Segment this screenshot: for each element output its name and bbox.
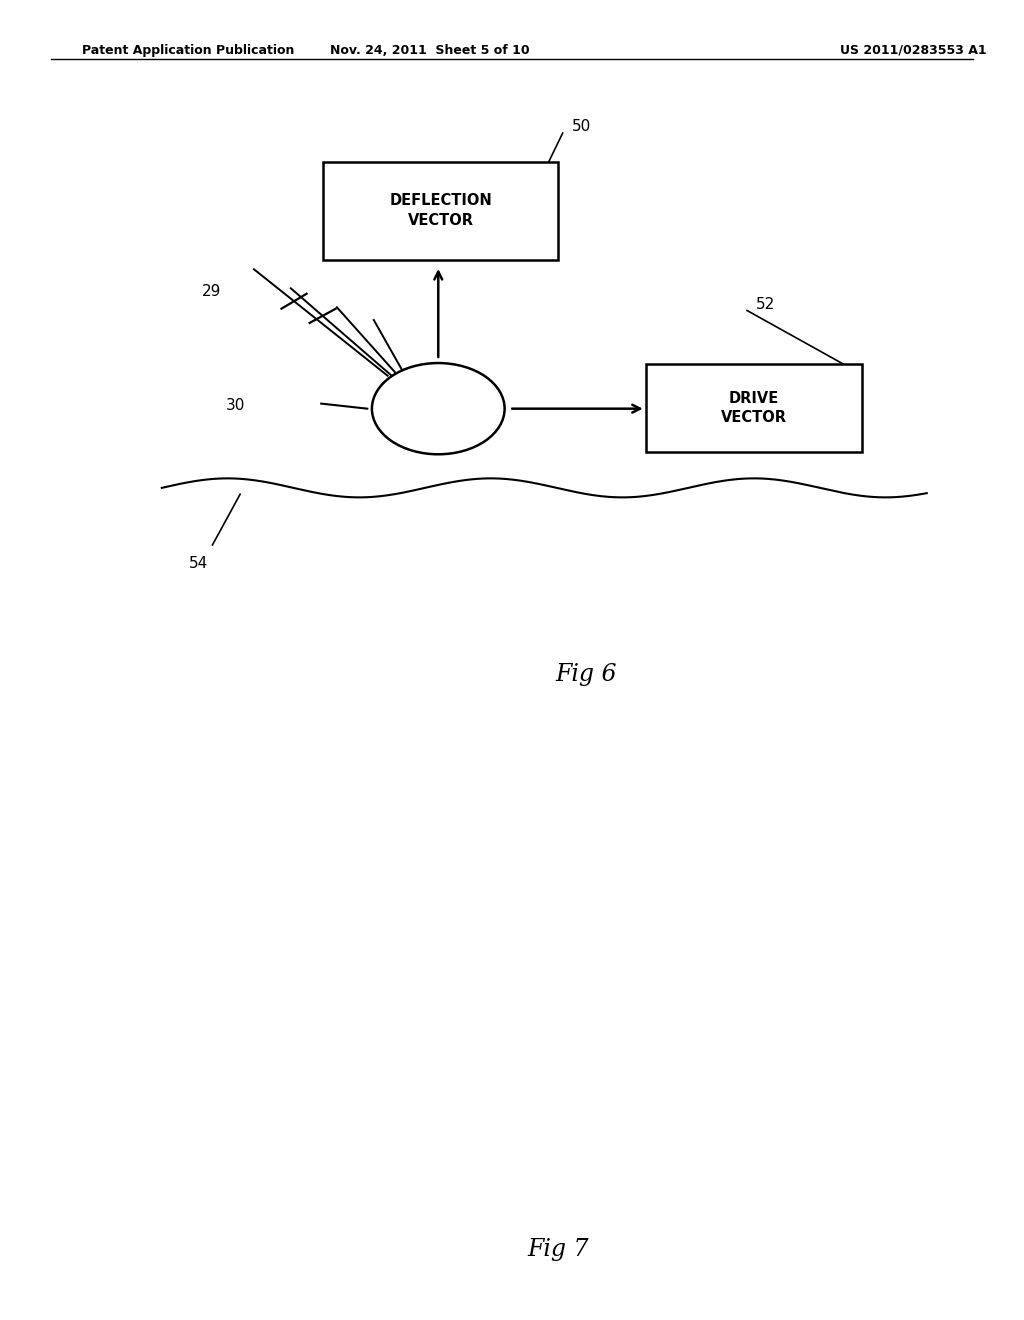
Bar [646, 364, 862, 451]
Bar [324, 161, 558, 260]
Text: 50: 50 [572, 119, 591, 135]
Text: Nov. 24, 2011  Sheet 5 of 10: Nov. 24, 2011 Sheet 5 of 10 [331, 44, 529, 57]
Text: 29: 29 [203, 284, 222, 298]
Text: 54: 54 [189, 557, 208, 572]
Text: US 2011/0283553 A1: US 2011/0283553 A1 [840, 44, 986, 57]
Text: Patent Application Publication: Patent Application Publication [82, 44, 294, 57]
Text: DRIVE
VECTOR: DRIVE VECTOR [721, 391, 786, 425]
Text: Fig 7: Fig 7 [527, 1238, 589, 1261]
Text: 30: 30 [225, 399, 245, 413]
Text: DEFLECTION
VECTOR: DEFLECTION VECTOR [389, 193, 492, 228]
Circle shape [372, 363, 505, 454]
Text: Fig 6: Fig 6 [555, 663, 616, 686]
Text: 52: 52 [757, 297, 775, 312]
